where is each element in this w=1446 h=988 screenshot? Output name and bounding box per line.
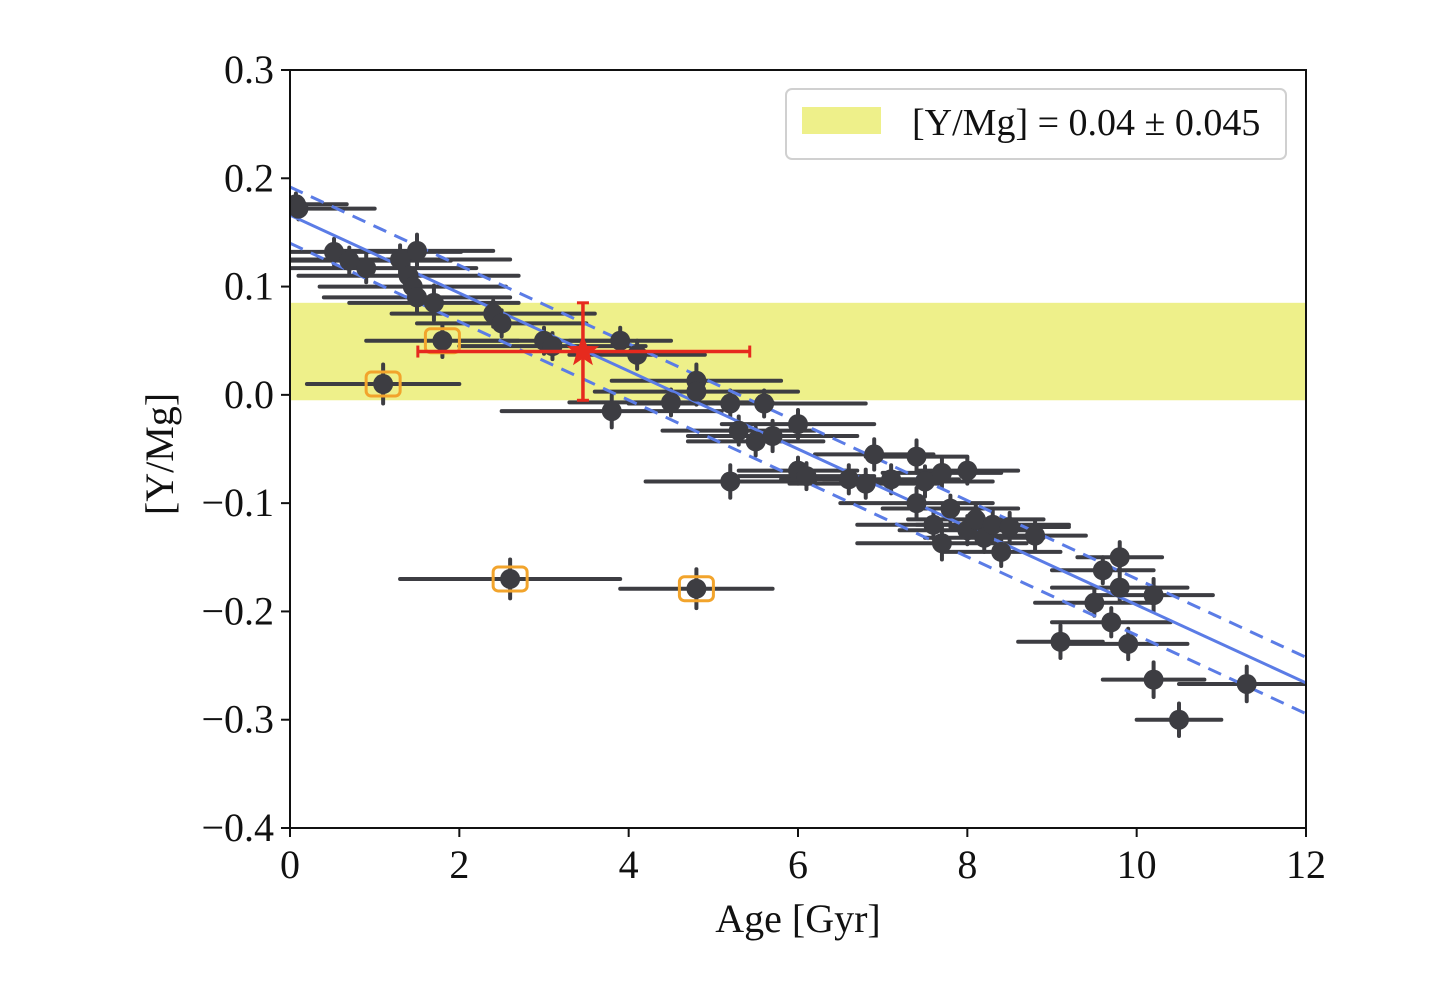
data-point <box>931 533 952 554</box>
data-point <box>1025 525 1046 546</box>
data-point <box>965 509 986 530</box>
x-tick-label: 2 <box>449 842 469 887</box>
data-point <box>728 420 749 441</box>
data-point <box>686 381 707 402</box>
data-point <box>1092 560 1113 581</box>
ticks-layer: 0 2 4 6 8 10 12 0.3 0.2 0.1 0.0 −0.1 −0.2 −0.3 −0.4 <box>201 47 1326 887</box>
x-tick-label: 10 <box>1117 842 1157 887</box>
outlier-point <box>500 568 521 589</box>
y-tick-label: −0.1 <box>201 480 274 525</box>
data-point <box>991 541 1012 562</box>
outlier-marker <box>677 575 715 603</box>
data-point <box>754 393 775 414</box>
y-tick-label: −0.3 <box>201 697 274 742</box>
data-point <box>423 292 444 313</box>
data-point <box>1109 577 1130 598</box>
data-point <box>1109 547 1130 568</box>
data-point <box>1236 673 1257 694</box>
data-point <box>915 471 935 492</box>
data-point <box>982 514 1003 535</box>
legend-swatch-band <box>802 107 881 134</box>
x-tick-label: 4 <box>619 842 639 887</box>
data-point <box>788 414 808 435</box>
data-point <box>601 401 622 422</box>
data-point <box>1118 633 1139 654</box>
data-point <box>999 516 1020 537</box>
x-axis-label: Age [Gyr] <box>715 896 881 941</box>
data-point <box>796 466 817 487</box>
y-tick-label: 0.2 <box>224 155 274 200</box>
data-point <box>864 444 885 465</box>
data-point <box>1143 669 1164 690</box>
data-point <box>491 313 512 334</box>
data-point <box>610 330 631 351</box>
y-axis-label: [Y/Mg] <box>137 393 182 515</box>
points-layer <box>290 194 1257 730</box>
fit-line <box>290 213 1306 685</box>
x-tick-label: 6 <box>788 842 808 887</box>
data-point <box>1084 592 1105 613</box>
y-tick-label: 0.0 <box>224 372 274 417</box>
x-tick-label: 8 <box>957 842 977 887</box>
data-point <box>1143 585 1164 606</box>
data-point <box>1101 612 1122 633</box>
target-star-marker <box>566 334 600 366</box>
data-point <box>339 250 360 271</box>
data-point <box>855 473 876 494</box>
outlier-point <box>432 330 453 351</box>
data-point <box>324 241 345 262</box>
data-point <box>407 240 427 261</box>
data-point <box>881 469 902 490</box>
x-tick-label: 0 <box>280 842 300 887</box>
data-point <box>838 469 859 490</box>
data-point <box>390 249 411 270</box>
outlier-marker <box>491 565 529 593</box>
outlier-marker <box>364 370 402 398</box>
outlier-point <box>686 578 707 599</box>
data-point <box>356 258 377 279</box>
x-tick-label: 12 <box>1286 842 1326 887</box>
data-point <box>931 462 952 483</box>
legend-box <box>785 88 1287 160</box>
target-star-layer <box>416 301 752 402</box>
data-point <box>906 493 927 514</box>
data-point <box>745 431 766 452</box>
legend-label: [Y/Mg] = 0.04 ± 0.045 <box>912 102 1260 144</box>
data-point <box>1050 631 1071 652</box>
data-point <box>923 514 944 535</box>
data-point <box>627 344 648 365</box>
legend: [Y/Mg] = 0.04 ± 0.045 <box>785 88 1287 160</box>
data-point <box>1169 709 1189 730</box>
data-point <box>940 498 961 519</box>
data-point <box>720 471 741 492</box>
data-point <box>407 287 427 308</box>
data-point <box>957 460 978 481</box>
y-tick-label: 0.1 <box>224 264 274 309</box>
y-tick-label: −0.2 <box>201 588 274 633</box>
y-tick-label: 0.3 <box>224 47 274 92</box>
outlier-point <box>373 374 394 395</box>
data-point <box>290 198 309 219</box>
data-point <box>720 393 741 414</box>
fit-line-layer <box>290 185 1306 716</box>
data-point <box>762 426 783 447</box>
data-point <box>661 392 681 413</box>
y-tick-label: −0.4 <box>201 805 274 850</box>
data-point <box>906 446 927 467</box>
